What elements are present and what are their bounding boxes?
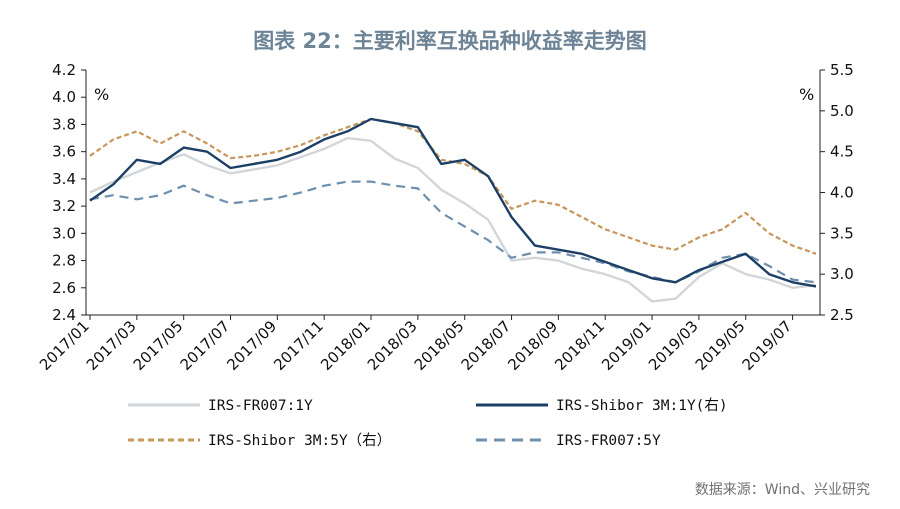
series-line-1 bbox=[89, 117, 817, 288]
x-tick-label: 2017/09 bbox=[223, 317, 280, 374]
left-tick-label: 2.8 bbox=[52, 252, 76, 270]
series-line-3 bbox=[89, 180, 817, 284]
left-axis-ticks: 2.4 2.6 2.8 3.0 3.2 3.4 3.6 3.8 4.0 4.2 bbox=[52, 61, 86, 324]
x-tick-label: 2018/09 bbox=[504, 317, 561, 374]
legend-label-fr007-5y: IRS-FR007:5Y bbox=[556, 433, 661, 449]
left-tick-label: 2.4 bbox=[52, 306, 76, 324]
left-tick-label: 4.0 bbox=[52, 88, 76, 106]
right-tick-label: 5.0 bbox=[830, 102, 854, 120]
x-tick-label: 2018/05 bbox=[411, 317, 468, 374]
x-tick-label: 2018/11 bbox=[551, 317, 608, 374]
series-line-2 bbox=[89, 117, 817, 255]
x-tick-label: 2019/03 bbox=[645, 317, 702, 374]
x-tick-label: 2018/01 bbox=[317, 317, 374, 374]
source-note: 数据来源：Wind、兴业研究 bbox=[695, 482, 870, 498]
x-tick-label: 2017/07 bbox=[177, 317, 234, 374]
right-tick-label: 4.5 bbox=[830, 143, 854, 161]
left-tick-label: 3.2 bbox=[52, 197, 76, 215]
right-tick-label: 5.5 bbox=[830, 61, 854, 79]
x-tick-label: 2018/03 bbox=[364, 317, 421, 374]
left-axis-unit: % bbox=[94, 85, 109, 104]
left-tick-label: 2.6 bbox=[52, 279, 76, 297]
legend-label-fr007-1y: IRS-FR007:1Y bbox=[208, 398, 313, 414]
right-tick-label: 4.0 bbox=[830, 184, 854, 202]
x-tick-label: 2017/03 bbox=[83, 317, 140, 374]
left-tick-label: 3.4 bbox=[52, 170, 76, 188]
x-tick-label: 2017/11 bbox=[270, 317, 327, 374]
x-tick-label: 2017/05 bbox=[130, 317, 187, 374]
legend-label-shibor-1y: IRS-Shibor 3M:1Y(右) bbox=[556, 397, 728, 414]
chart-title: 图表 22：主要利率互换品种收益率走势图 bbox=[253, 29, 647, 53]
series-lines bbox=[89, 117, 817, 303]
right-axis-ticks: 2.5 3.0 3.5 4.0 4.5 5.0 5.5 bbox=[820, 61, 854, 324]
x-tick-label: 2017/01 bbox=[36, 317, 93, 374]
x-tick-label: 2019/07 bbox=[739, 317, 796, 374]
x-tick-label: 2018/07 bbox=[458, 317, 515, 374]
series-line-0 bbox=[89, 136, 817, 303]
legend-label-shibor-5y: IRS-Shibor 3M:5Y（右） bbox=[208, 432, 391, 449]
x-tick-label: 2019/05 bbox=[692, 317, 749, 374]
x-tick-label: 2019/01 bbox=[598, 317, 655, 374]
right-tick-label: 3.0 bbox=[830, 265, 854, 283]
left-tick-label: 3.0 bbox=[52, 224, 76, 242]
left-tick-label: 3.8 bbox=[52, 115, 76, 133]
legend: IRS-FR007:1Y IRS-Shibor 3M:1Y(右) IRS-Shi… bbox=[128, 397, 728, 449]
right-axis-unit: % bbox=[799, 85, 814, 104]
left-tick-label: 4.2 bbox=[52, 61, 76, 79]
plot-area: 2.4 2.6 2.8 3.0 3.2 3.4 3.6 3.8 4.0 4.2 2.5 3.0 3.5… bbox=[36, 61, 854, 374]
left-tick-label: 3.6 bbox=[52, 143, 76, 161]
right-tick-label: 2.5 bbox=[830, 306, 854, 324]
x-axis-ticks: 2017/012017/032017/052017/072017/092017/… bbox=[36, 315, 795, 374]
right-tick-label: 3.5 bbox=[830, 224, 854, 242]
